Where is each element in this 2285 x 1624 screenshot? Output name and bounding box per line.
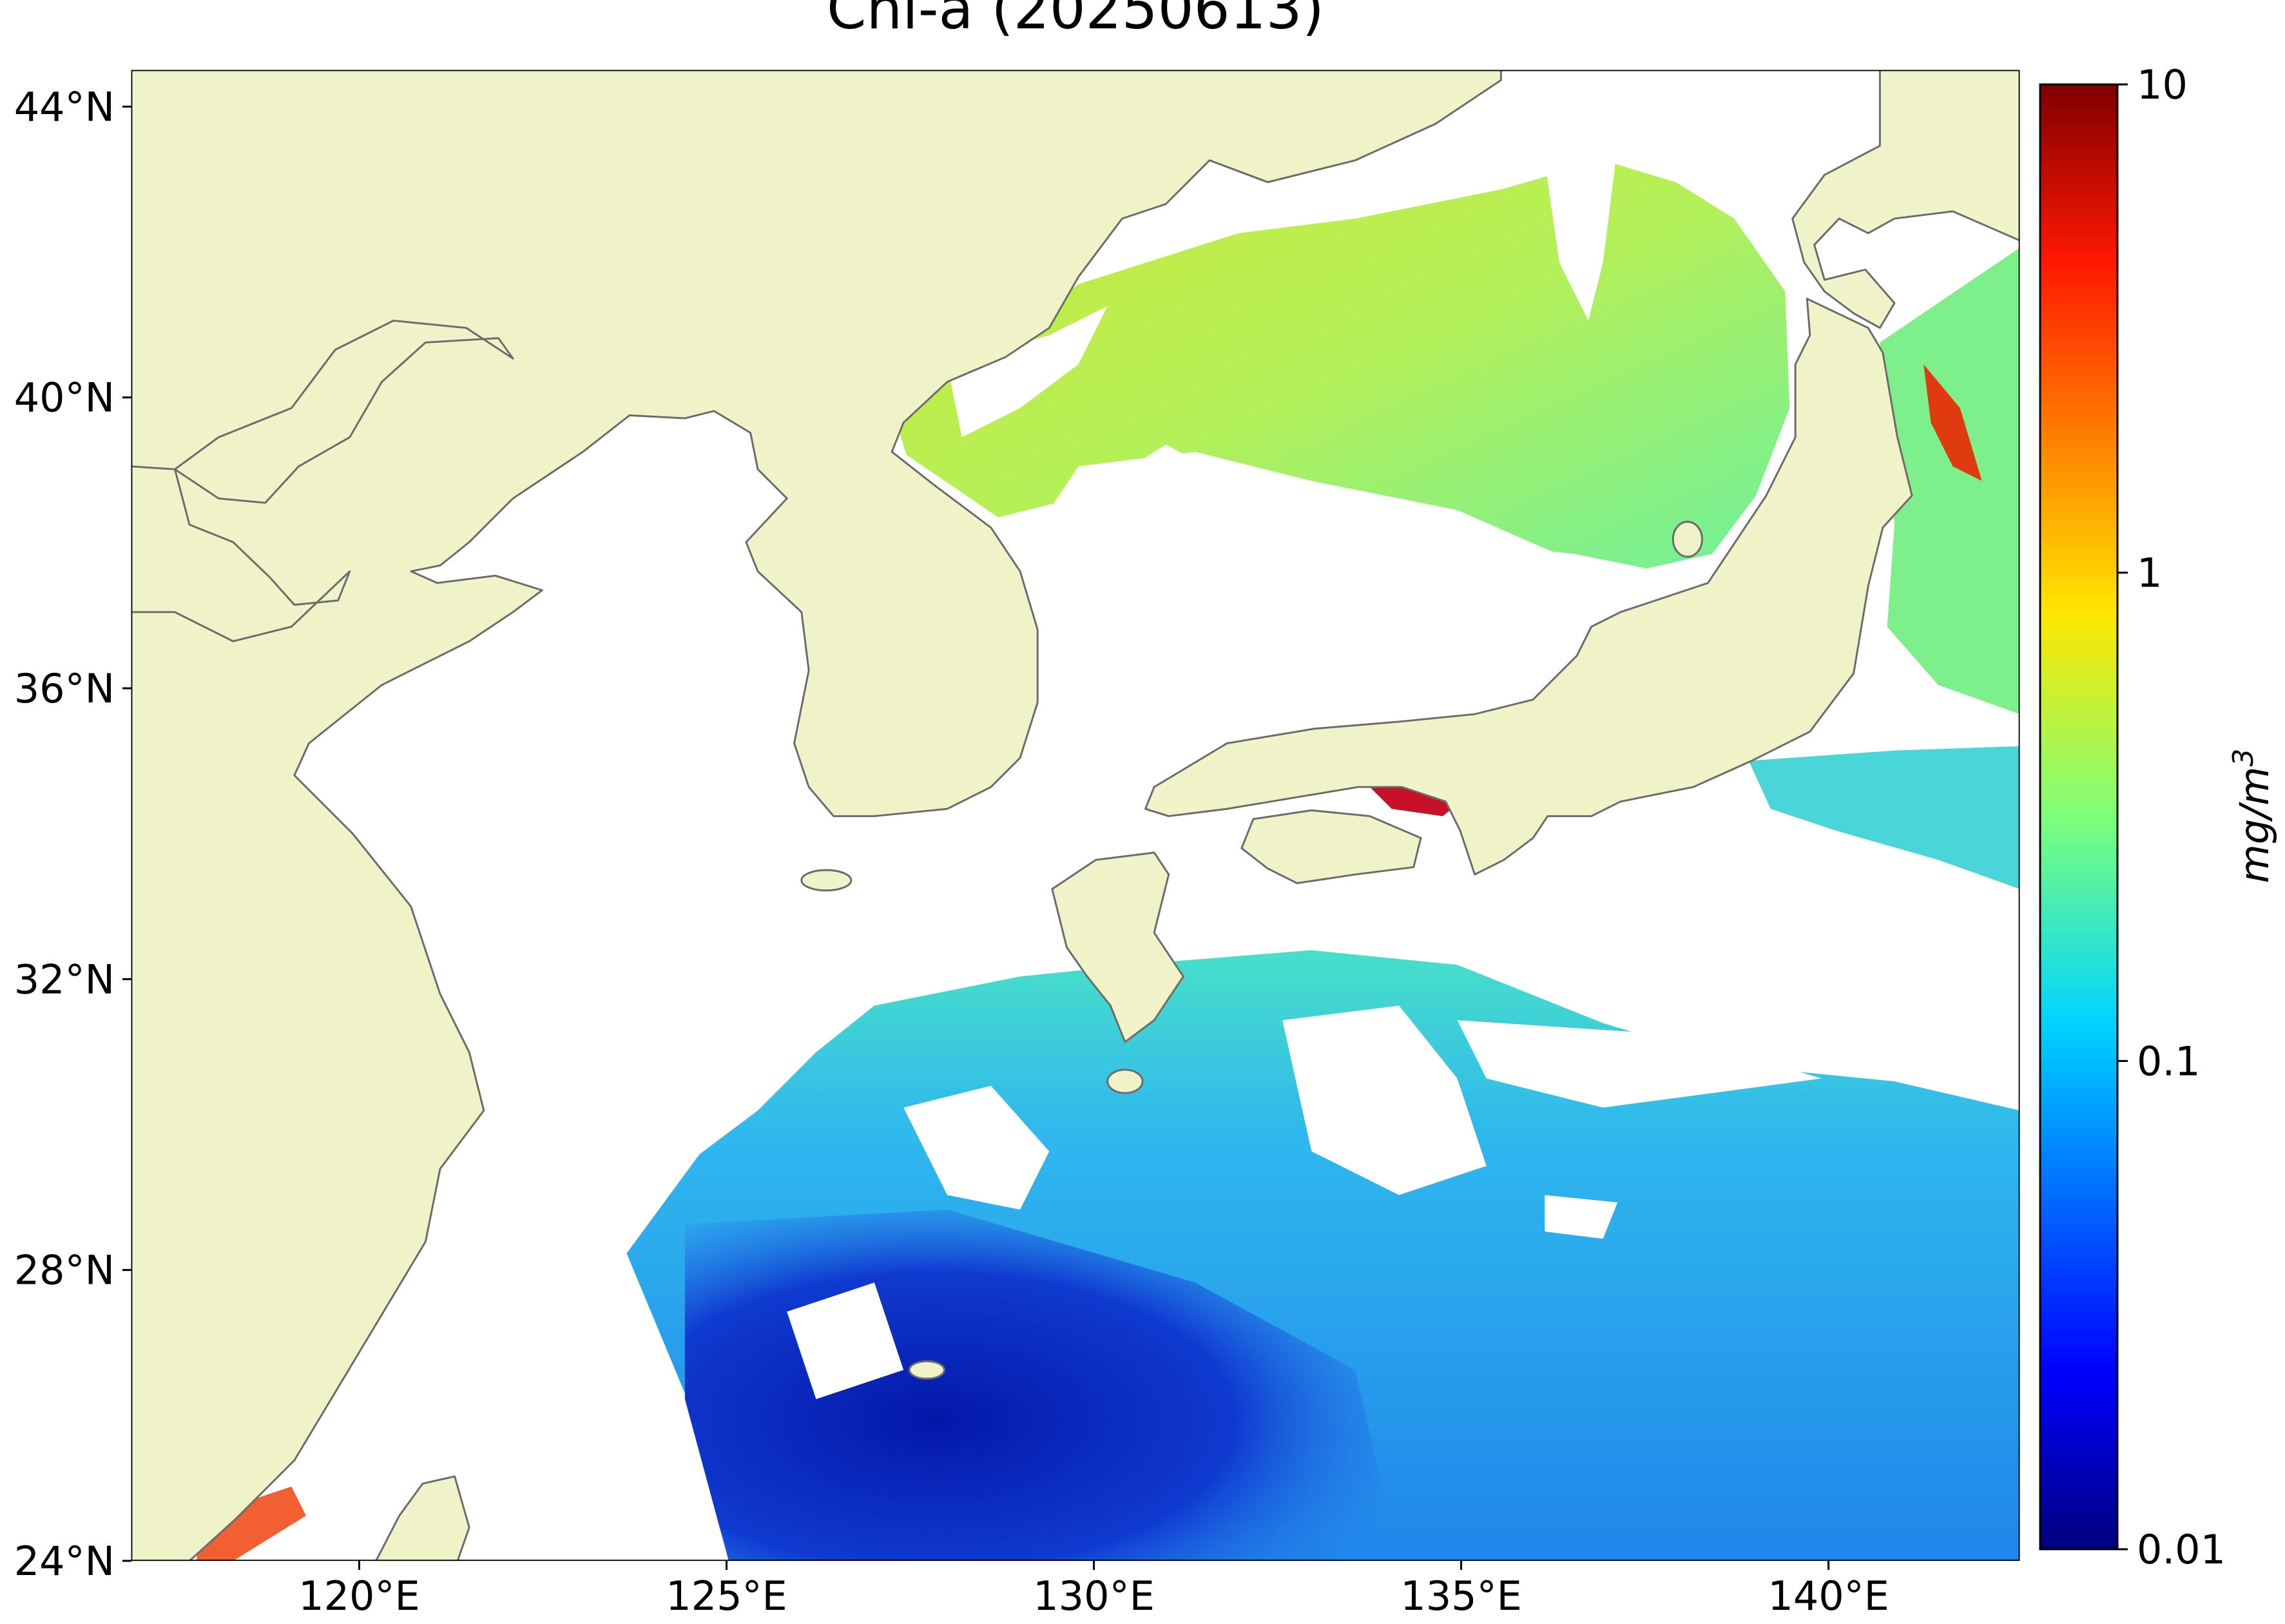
- cloud: [1020, 452, 1574, 576]
- land-shikoku: [1240, 809, 1422, 884]
- chl-taiwan-strait: [197, 1486, 306, 1561]
- x-tick-label: 140°E: [1768, 1572, 1889, 1619]
- map: [131, 70, 2020, 1561]
- cloud: [1545, 1195, 1618, 1239]
- land-asia: [131, 70, 1502, 1561]
- land-honshu: [1144, 298, 1913, 876]
- cloud: [1282, 1005, 1487, 1195]
- land-sado: [1672, 521, 1703, 558]
- colorbar-tick-label: 1: [2137, 550, 2162, 597]
- y-tick-label: 32°N: [14, 956, 115, 1003]
- x-tick-label: 130°E: [1033, 1572, 1155, 1619]
- x-tick-label: 120°E: [298, 1572, 420, 1619]
- land-okinawa: [908, 1360, 945, 1380]
- chl-coast-red: [1923, 364, 1982, 481]
- cloud: [947, 305, 1108, 438]
- land-liaoning: [173, 320, 514, 504]
- y-tick-label: 36°N: [14, 665, 115, 712]
- y-tick-label: 40°N: [14, 374, 115, 421]
- land-kyushu: [1051, 851, 1184, 1043]
- colorbar-label-base: mg/m: [2231, 766, 2278, 883]
- colorbar-tick-label: 0.01: [2137, 1526, 2226, 1573]
- x-tick-label: 135°E: [1400, 1572, 1522, 1619]
- y-tick-label: 28°N: [14, 1247, 115, 1294]
- title: Chl-a (20250613): [827, 0, 1324, 42]
- y-tick-label: 24°N: [14, 1538, 115, 1585]
- y-tick-label: 44°N: [14, 83, 115, 130]
- x-tick-label: 125°E: [666, 1572, 787, 1619]
- colorbar-label-exponent: 3: [2227, 748, 2260, 766]
- colorbar-tick-label: 0.1: [2137, 1038, 2201, 1085]
- land-taiwan: [374, 1475, 470, 1561]
- cloud: [903, 1085, 1050, 1210]
- colorbar-tick-label: 10: [2137, 61, 2188, 108]
- colorbar: [2039, 83, 2119, 1551]
- chl-pacific-east: [1880, 247, 2020, 715]
- land-jeju: [800, 869, 853, 892]
- land-bohai-west: [131, 465, 351, 643]
- land-hokkaido: [1791, 70, 2020, 329]
- cloud: [1545, 87, 1618, 321]
- cloud: [1457, 1020, 1822, 1108]
- colorbar-label: mg/m3: [2227, 748, 2278, 883]
- chl-south-honshu: [1748, 746, 2020, 889]
- land-tanegashima: [1106, 1068, 1144, 1094]
- cloud: [787, 1282, 904, 1400]
